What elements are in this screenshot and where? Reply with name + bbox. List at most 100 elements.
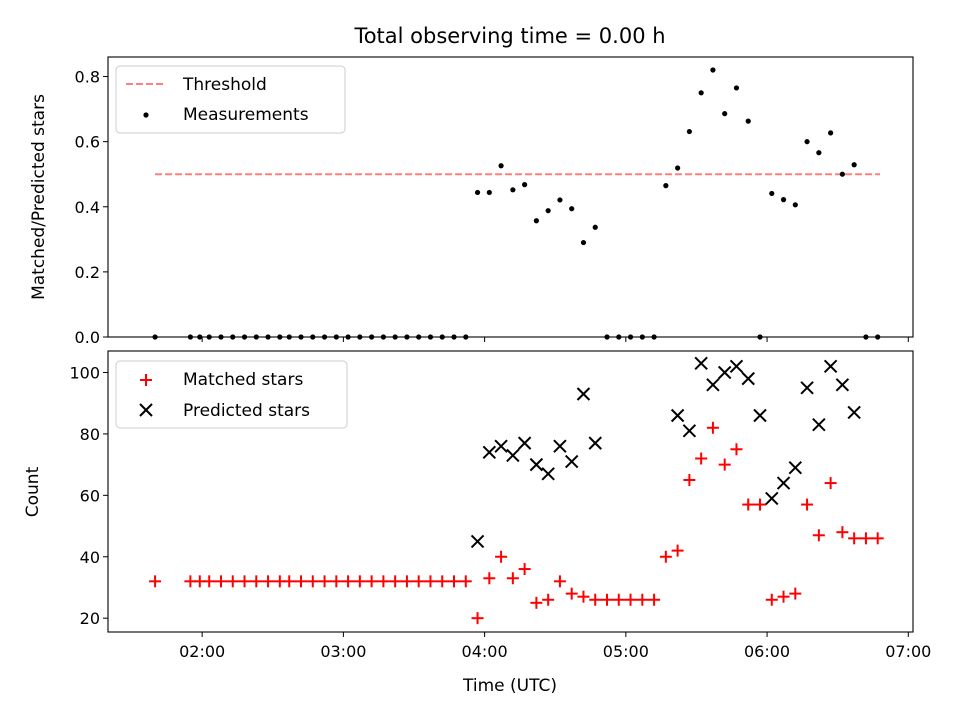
bottom-y-tick-label: 80 — [80, 425, 100, 444]
predicted-star-point — [564, 454, 579, 469]
predicted-star-point — [741, 371, 755, 386]
predicted-star-stroke-b — [823, 359, 838, 374]
predicted-star-point — [765, 491, 779, 506]
predicted-star-point — [706, 378, 720, 392]
matched-star-point — [495, 550, 508, 563]
predicted-star-point — [682, 424, 697, 438]
matched-star-point — [648, 593, 661, 606]
matched-star-point — [612, 593, 625, 606]
x-axis-label: Time (UTC) — [462, 676, 557, 696]
matched-star-point — [412, 575, 425, 588]
matched-star-point — [812, 529, 825, 542]
matched-star-point — [377, 575, 390, 588]
measurement-point — [569, 206, 575, 212]
matched-star-point — [742, 498, 755, 511]
predicted-star-stroke-b — [482, 445, 497, 460]
matched-star-point — [765, 593, 778, 606]
predicted-star-point — [541, 467, 555, 481]
matched-star-point — [471, 612, 484, 625]
matched-star-point — [530, 596, 543, 609]
matched-star-point — [448, 575, 461, 588]
measurement-point — [557, 197, 563, 203]
matched-star-point — [424, 575, 437, 588]
bottom-plot-frame — [107, 350, 914, 633]
predicted-star-point — [576, 387, 591, 401]
predicted-star-stroke-b — [670, 408, 685, 423]
measurement-point — [851, 162, 857, 168]
measurement-point — [533, 218, 539, 224]
measurement-point — [745, 118, 751, 124]
matched-star-point — [824, 477, 837, 490]
predicted-star-stroke-b — [588, 436, 602, 450]
predicted-star-stroke-b — [776, 476, 791, 490]
predicted-star-point — [776, 476, 791, 490]
predicted-star-point — [529, 457, 544, 472]
matched-star-point — [353, 575, 366, 588]
matched-star-point — [226, 575, 239, 588]
bottom-x-tick-label: 05:00 — [603, 642, 649, 661]
matched-star-point — [389, 575, 402, 588]
measurement-point — [498, 163, 504, 169]
predicted-star-stroke-b — [753, 408, 767, 423]
matched-star-point — [459, 575, 472, 588]
legend-threshold-label: Threshold — [182, 75, 267, 95]
matched-star-point — [871, 532, 884, 545]
predicted-star-point — [482, 445, 497, 460]
legend-predicted-label: Predicted stars — [183, 401, 310, 421]
measurement-point — [733, 85, 740, 91]
measurement-point — [663, 183, 669, 189]
matched-star-point — [436, 575, 449, 588]
measurement-point — [675, 165, 681, 171]
matched-star-point — [238, 575, 251, 588]
predicted-star-point — [753, 408, 767, 423]
predicted-star-stroke-b — [800, 381, 814, 395]
predicted-star-stroke-b — [694, 356, 708, 370]
top-legend-box — [115, 65, 346, 134]
predicted-star-point — [588, 436, 602, 450]
top-y-axis-label: Matched/Predicted stars — [29, 94, 49, 300]
matched-star-point — [342, 575, 355, 588]
measurement-point — [804, 139, 810, 145]
matched-star-point — [306, 575, 319, 588]
predicted-star-point — [717, 365, 732, 380]
matched-star-point — [553, 575, 566, 588]
matched-star-point — [577, 590, 590, 603]
matched-star-point — [483, 572, 496, 585]
matched-star-point — [283, 575, 296, 588]
predicted-star-stroke-b — [706, 378, 720, 392]
measurement-point — [769, 190, 775, 197]
predicted-star-stroke-b — [835, 378, 850, 392]
measurement-point — [792, 202, 798, 208]
predicted-star-point — [553, 439, 567, 453]
predicted-star-stroke-b — [576, 387, 591, 401]
chart-title: Total observing time = 0.00 h — [353, 24, 665, 48]
bottom-x-tick-label: 04:00 — [462, 642, 508, 661]
matched-star-point — [295, 575, 308, 588]
matched-star-point — [848, 532, 861, 545]
measurement-point — [828, 130, 834, 136]
predicted-star-stroke-b — [553, 439, 567, 453]
top-y-tick-label: 0.0 — [75, 328, 100, 347]
matched-star-point — [330, 575, 343, 588]
legend-measurements-label: Measurements — [183, 105, 309, 125]
matched-star-point — [318, 575, 331, 588]
predicted-star-stroke-b — [717, 365, 732, 380]
predicted-star-point — [847, 405, 861, 420]
measurement-point — [839, 171, 845, 177]
measurement-point — [780, 197, 787, 203]
top-plot-frame — [107, 56, 914, 338]
matched-star-point — [518, 563, 531, 576]
matched-star-point — [659, 550, 672, 563]
top-y-tick-label: 0.8 — [75, 68, 100, 87]
top-legend: Threshold Measurements — [115, 65, 346, 134]
top-panel: 0.0 0.2 0.4 0.6 0.8 — [75, 67, 909, 347]
measurement-point — [722, 111, 728, 117]
predicted-star-stroke-b — [682, 424, 697, 438]
bottom-legend-box — [115, 360, 348, 429]
matched-star-point — [695, 452, 708, 465]
matched-star-point — [718, 458, 731, 471]
matched-star-point — [730, 443, 743, 456]
legend-measurements-swatch — [143, 112, 149, 118]
matched-star-point — [601, 593, 614, 606]
